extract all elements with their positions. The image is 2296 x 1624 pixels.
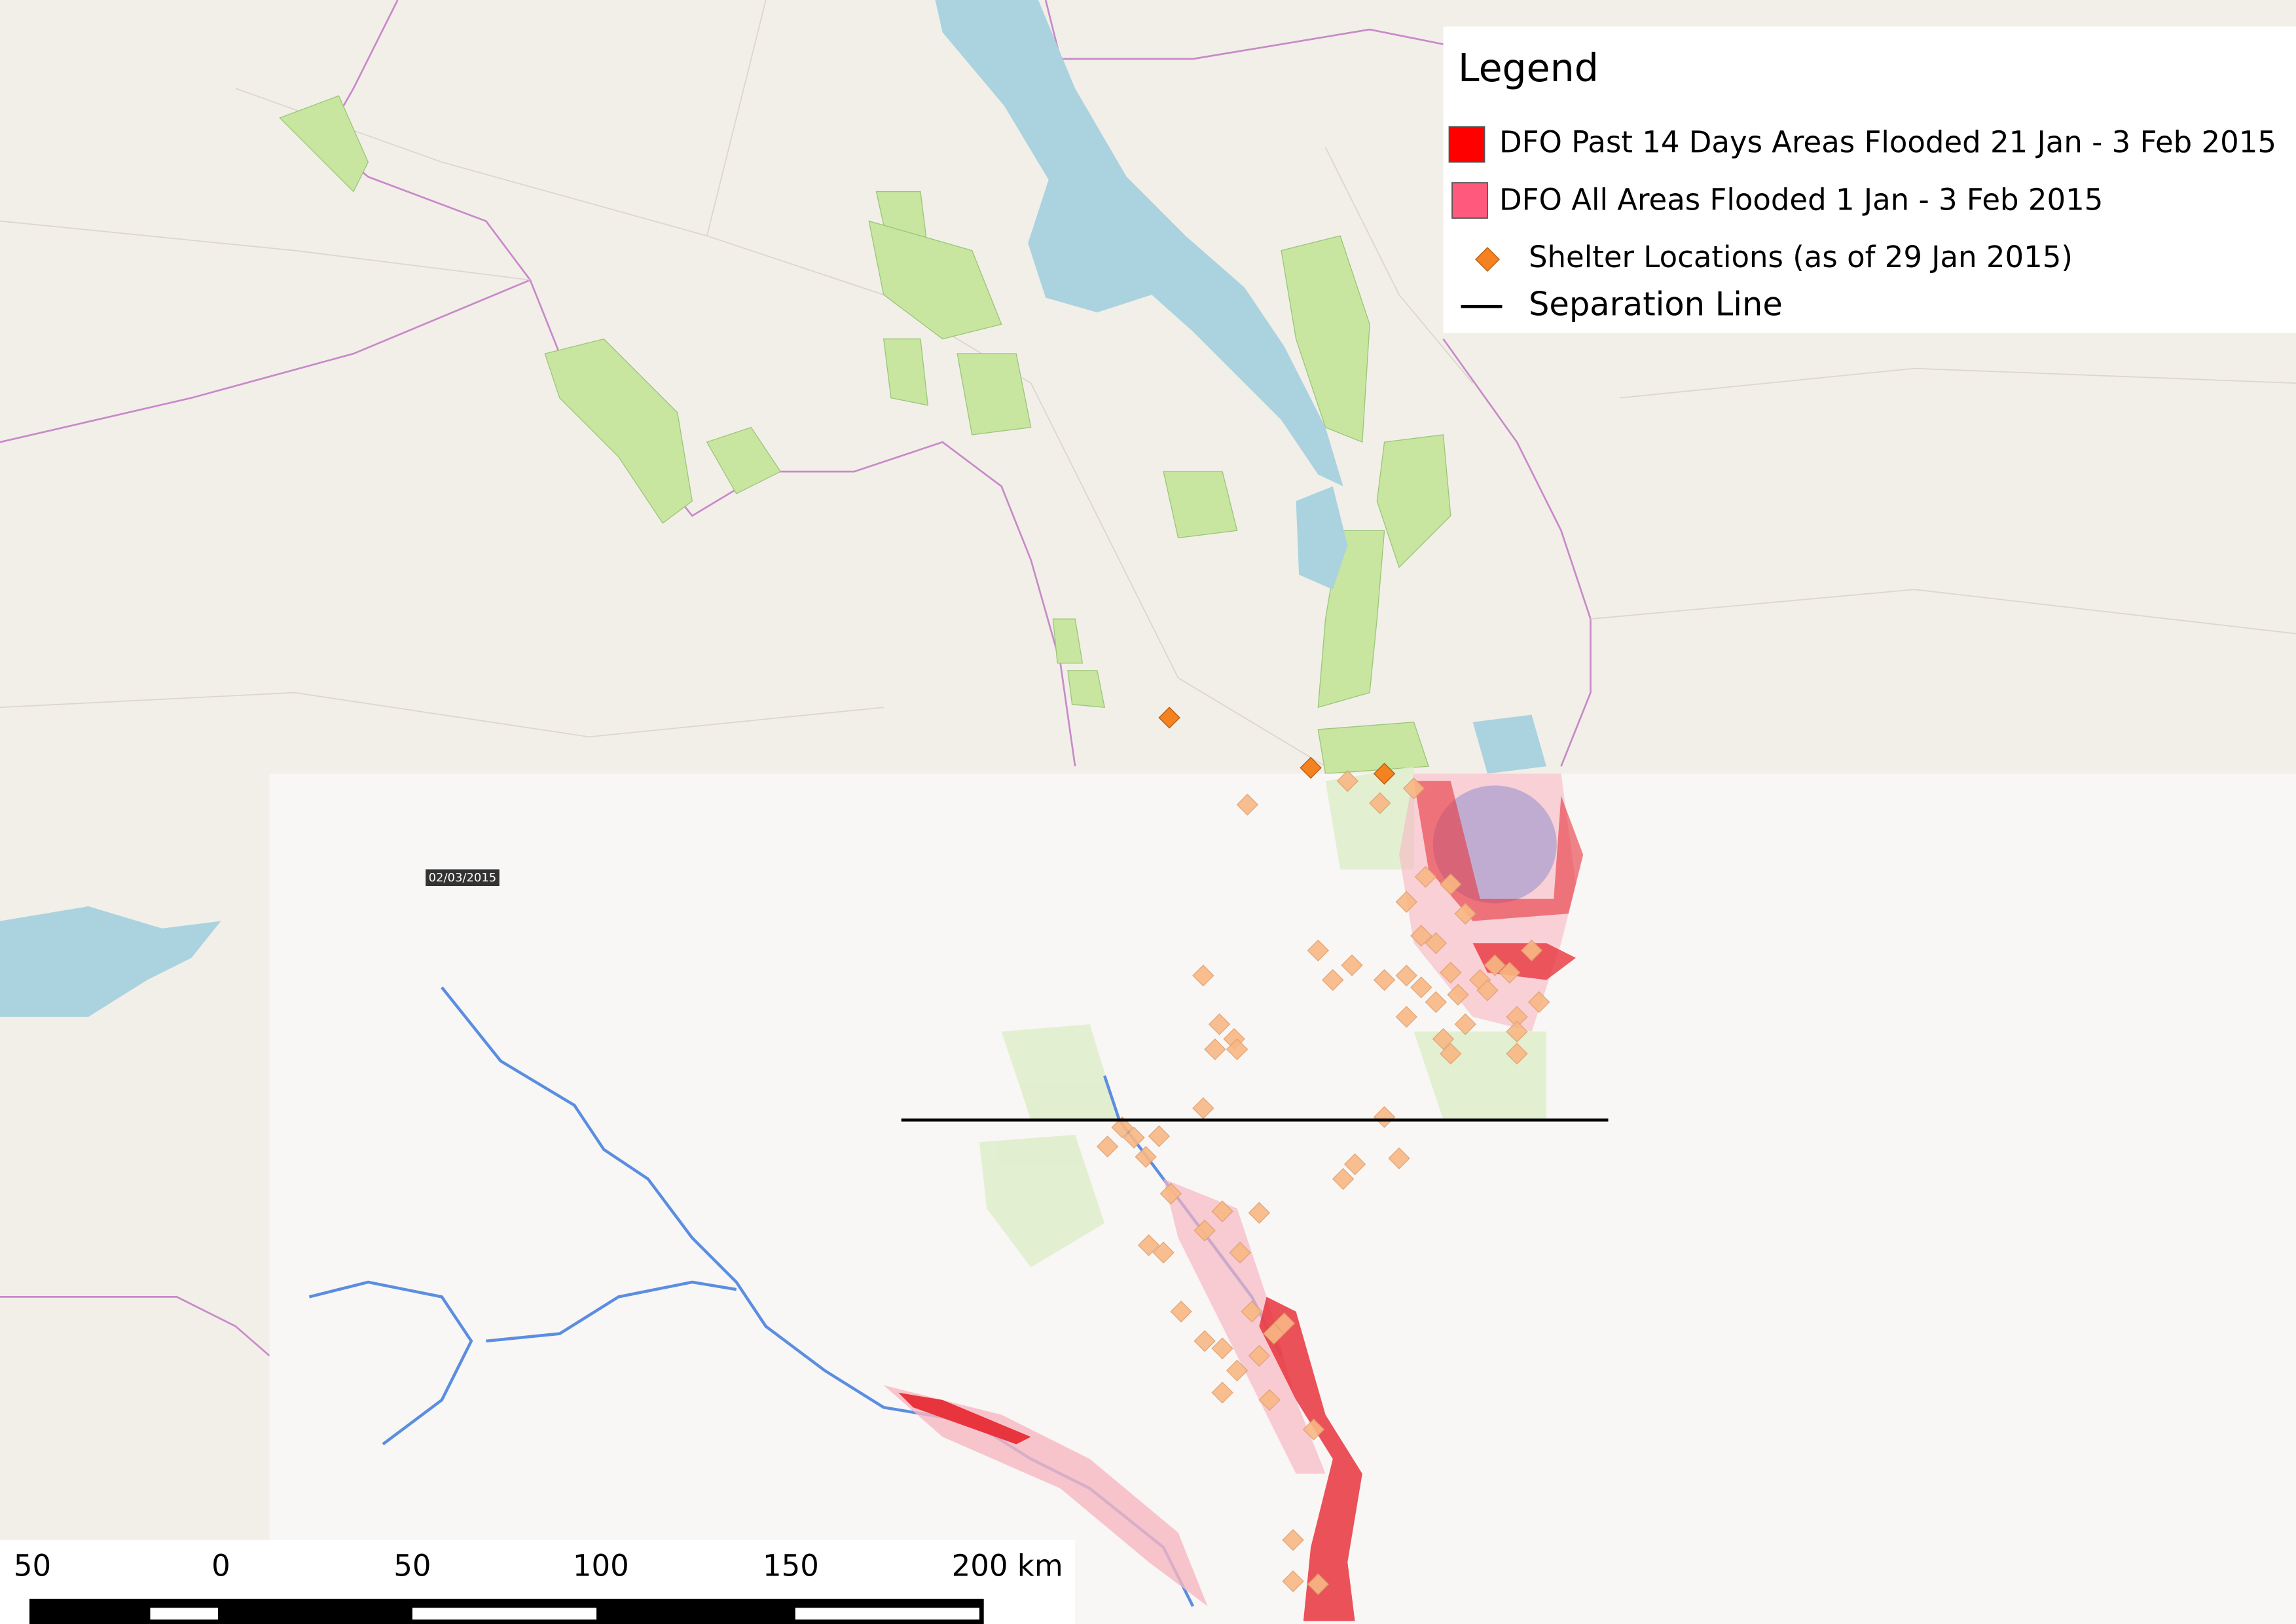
scale-segment (795, 1608, 979, 1620)
shelter-marker (1273, 1312, 1296, 1335)
shelter-marker (1111, 1116, 1133, 1139)
shelter-marker (1506, 1043, 1528, 1065)
legend-item: Shelter Locations (as of 29 Jan 2015) (1529, 240, 2073, 274)
shelter-marker (1258, 1389, 1281, 1411)
date-label: 02/03/2015 (429, 871, 497, 885)
legend-swatch-shelter (1475, 247, 1500, 272)
scale-label: 100 (573, 1548, 629, 1583)
shelter-marker (1194, 1219, 1216, 1242)
shelter-marker (1148, 1125, 1171, 1147)
shelter-marker (1322, 969, 1344, 991)
shelter-marker (1282, 1570, 1304, 1593)
shelter-marker (1341, 954, 1363, 976)
scale-label: 50 (393, 1548, 431, 1583)
shelter-marker (1241, 1301, 1263, 1323)
shelter-marker (1158, 707, 1180, 729)
flood-areas (883, 773, 1584, 1621)
lakes (0, 0, 1546, 1017)
shelter-marker (1425, 932, 1447, 954)
shelter-marker (1410, 976, 1432, 999)
scale-bar: 50 0 50 100 150 200 km (0, 1540, 1076, 1624)
shelter-marker (1194, 1330, 1216, 1352)
scale-label: 200 km (952, 1548, 1063, 1583)
shelter-marker (1440, 961, 1462, 984)
shelter-marker (1499, 961, 1521, 984)
shelter-marker (1159, 1183, 1182, 1205)
shelter-marker (1454, 1013, 1476, 1035)
scale-segment (150, 1608, 218, 1620)
shelter-marker (1208, 1013, 1231, 1035)
shelter-marker (1332, 1168, 1355, 1190)
shelter-marker (1137, 1234, 1160, 1257)
shelter-marker (1248, 1202, 1271, 1224)
shelter-marker (1440, 1043, 1462, 1065)
shelter-marker (1395, 891, 1417, 913)
shelter-marker (1211, 1200, 1233, 1223)
shelter-marker (1236, 794, 1259, 816)
legend-title: Legend (1458, 46, 1599, 90)
scale-segment (412, 1608, 597, 1620)
legend-item: DFO Past 14 Days Areas Flooded 21 Jan - … (1499, 125, 2276, 160)
shelter-marker (1226, 1359, 1248, 1382)
imagery-overlay (269, 773, 2296, 1624)
shelter-marker (1192, 965, 1214, 987)
shelter-marker (1204, 1038, 1226, 1061)
shelter-marker (1300, 756, 1322, 779)
shelter-marker (1506, 1020, 1528, 1043)
shelter-marker (1440, 873, 1462, 895)
legend: Legend DFO Past 14 Days Areas Flooded 21… (1443, 26, 2296, 333)
shelter-marker (1395, 1006, 1417, 1028)
shelter-marker (1211, 1381, 1233, 1404)
shelter-marker (1388, 1147, 1410, 1170)
shelter-marker (1395, 965, 1417, 987)
date-label-bg (426, 869, 500, 887)
shelters (1096, 707, 1550, 1595)
scale-label: 150 (763, 1548, 819, 1583)
shelter-marker (1447, 984, 1469, 1006)
legend-box (1443, 26, 2296, 333)
shelter-marker (1307, 1573, 1330, 1595)
legend-swatch-all (1451, 182, 1488, 219)
shelter-marker (1226, 1038, 1248, 1061)
shelter-marker (1373, 1106, 1396, 1128)
shelter-marker (1307, 939, 1330, 962)
shelter-marker (1432, 1027, 1455, 1050)
shelter-marker (1096, 1135, 1119, 1158)
shelter-marker (1229, 1242, 1251, 1264)
scale-label: 50 (14, 1548, 51, 1583)
shelter-marker (1373, 969, 1396, 991)
legend-swatch-past (1448, 126, 1485, 163)
legend-item: DFO All Areas Flooded 1 Jan - 3 Feb 2015 (1499, 182, 2103, 217)
shelter-marker (1410, 925, 1432, 947)
shelter-marker (1302, 1418, 1325, 1441)
shelter-marker (1484, 954, 1506, 976)
shelter-marker (1123, 1126, 1145, 1149)
shelter-marker (1520, 939, 1543, 962)
shelter-marker (1425, 991, 1447, 1014)
forest-reserves (279, 95, 1451, 775)
shelter-marker (1373, 762, 1396, 785)
shelter-marker (1476, 979, 1499, 1002)
shelter-marker (1248, 1344, 1271, 1367)
shelter-marker (1528, 991, 1550, 1014)
shelter-marker (1454, 902, 1476, 925)
scale-label: 0 (211, 1548, 230, 1583)
shelter-marker (1369, 792, 1391, 815)
shelter-marker (1170, 1301, 1192, 1323)
shelter-marker (1152, 1242, 1175, 1264)
legend-item: Separation Line (1529, 286, 1783, 323)
shelter-marker (1402, 777, 1425, 800)
shelter-marker (1336, 770, 1359, 792)
shelter-marker (1135, 1145, 1157, 1168)
shelter-marker (1211, 1337, 1233, 1359)
shelter-marker (1414, 866, 1437, 888)
shelter-marker (1343, 1153, 1366, 1175)
shelter-marker (1282, 1529, 1304, 1551)
